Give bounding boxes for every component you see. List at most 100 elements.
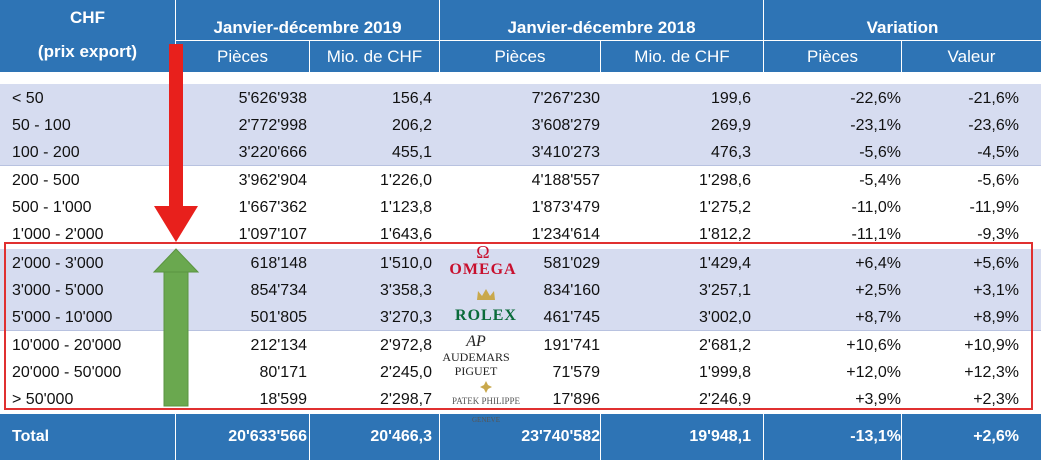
arrow-head — [152, 248, 200, 273]
row-range: 50 - 100 — [12, 117, 71, 134]
row-var-pieces: -5,4% — [859, 172, 901, 189]
row-range: 2'000 - 3'000 — [12, 255, 104, 272]
header-2019: Janvier-décembre 2019 — [213, 18, 402, 37]
row-mio-2018: 3'002,0 — [699, 309, 751, 326]
row-mio-2019: 1'123,8 — [380, 199, 432, 216]
row-var-valeur: -9,3% — [977, 226, 1019, 243]
row-var-pieces: +8,7% — [855, 309, 901, 326]
table-row: 1'000 - 2'000 1'097'107 1'643,6 1'234'614 1'… — [0, 221, 1041, 249]
pp-wordmark: PATEK PHILIPPE — [452, 396, 520, 406]
row-pieces-2019: 2'772'998 — [238, 117, 307, 134]
total-divider — [175, 414, 176, 460]
row-var-pieces: -22,6% — [850, 90, 901, 107]
row-pieces-2019: 5'626'938 — [238, 90, 307, 107]
row-range: 20'000 - 50'000 — [12, 364, 122, 381]
row-pieces-2019: 3'962'904 — [238, 172, 307, 189]
row-mio-2019: 156,4 — [391, 90, 432, 107]
header-variation: Variation — [866, 18, 939, 37]
row-pieces-2019: 3'220'666 — [238, 144, 307, 161]
rolex-wordmark: ROLEX — [455, 307, 517, 324]
table-row: 5'000 - 10'000 501'805 3'270,3 461'745 3'002… — [0, 304, 1041, 332]
row-range: < 50 — [12, 90, 44, 107]
row-pieces-2019: 1'667'362 — [238, 199, 307, 216]
table-row: < 50 5'626'938 156,4 7'267'230 199,6 -22,6% -2… — [0, 85, 1041, 113]
header-pieces-2018: Pièces — [494, 47, 546, 66]
row-mio-2018: 2'681,2 — [699, 337, 751, 354]
row-var-pieces: +6,4% — [855, 255, 901, 272]
row-var-valeur: +10,9% — [964, 337, 1019, 354]
header-pieces-2019: Pièces — [216, 47, 269, 66]
omega-symbol-icon: Ω — [476, 242, 490, 262]
header-var-valeur: Valeur — [947, 47, 996, 66]
table-row: 2'000 - 3'000 618'148 1'510,0 581'029 1'429,… — [0, 250, 1041, 278]
row-var-valeur: +12,3% — [964, 364, 1019, 381]
table-row: 500 - 1'000 1'667'362 1'123,8 1'873'479 1'27… — [0, 194, 1041, 222]
row-mio-2019: 455,1 — [391, 144, 432, 161]
green-up-arrow-icon — [152, 248, 200, 407]
ap-monogram: AP — [466, 333, 486, 350]
row-var-valeur: -11,9% — [969, 199, 1019, 216]
total-pieces-2018: 23'740'582 — [521, 428, 600, 445]
table-row: 3'000 - 5'000 854'734 3'358,3 834'160 3'257,… — [0, 277, 1041, 305]
row-var-valeur: +5,6% — [973, 255, 1019, 272]
row-pieces-2019: 212'134 — [250, 337, 307, 354]
row-mio-2019: 1'643,6 — [380, 226, 432, 243]
table-row: 200 - 500 3'962'904 1'226,0 4'188'557 1'298,… — [0, 167, 1041, 195]
row-pieces-2019: 80'171 — [259, 364, 307, 381]
row-pieces-2018: 1'234'614 — [531, 226, 600, 243]
total-label: Total — [12, 428, 50, 445]
row-var-pieces: +10,6% — [846, 337, 901, 354]
omega-logo: Ω OMEGA — [444, 243, 522, 279]
header-divider — [175, 0, 176, 72]
total-divider — [901, 414, 902, 460]
total-var-pieces: -13,1% — [850, 428, 901, 445]
row-mio-2018: 199,6 — [710, 90, 751, 107]
calatrava-cross-icon — [480, 381, 492, 393]
red-down-arrow-icon — [154, 44, 198, 242]
row-mio-2018: 1'999,8 — [699, 364, 751, 381]
row-pieces-2018: 17'896 — [552, 391, 600, 408]
row-mio-2018: 3'257,1 — [699, 282, 751, 299]
luxury-highlight-box — [4, 242, 1033, 410]
row-range: 10'000 - 20'000 — [12, 337, 122, 354]
row-pieces-2019: 854'734 — [250, 282, 307, 299]
row-range: 100 - 200 — [12, 144, 80, 161]
table-row: 10'000 - 20'000 212'134 2'972,8 191'741 2'68… — [0, 332, 1041, 360]
row-divider — [0, 330, 1041, 331]
row-var-pieces: -23,1% — [850, 117, 901, 134]
total-var-valeur: +2,6% — [973, 428, 1019, 445]
rolex-crown-icon — [477, 289, 495, 300]
row-pieces-2019: 618'148 — [250, 255, 307, 272]
total-divider — [439, 414, 440, 460]
row-divider — [0, 165, 1041, 166]
table-row: 50 - 100 2'772'998 206,2 3'608'279 269,9 -23,… — [0, 112, 1041, 140]
row-pieces-2018: 834'160 — [543, 282, 600, 299]
header-chf: CHF — [70, 8, 105, 27]
header-var-pieces: Pièces — [806, 47, 859, 66]
table-row: 100 - 200 3'220'666 455,1 3'410'273 476,3 -5,… — [0, 139, 1041, 167]
row-mio-2018: 1'812,2 — [699, 226, 751, 243]
row-pieces-2018: 461'745 — [543, 309, 600, 326]
header-mio-2018: Mio. de CHF — [634, 47, 730, 66]
arrow-head — [154, 206, 198, 242]
total-divider — [309, 414, 310, 460]
row-var-pieces: -11,1% — [851, 226, 901, 243]
row-mio-2019: 2'972,8 — [380, 337, 432, 354]
table-row: > 50'000 18'599 2'298,7 17'896 2'246,9 +3,9% +… — [0, 386, 1041, 414]
row-var-pieces: +12,0% — [846, 364, 901, 381]
arrow-shaft — [163, 271, 189, 407]
row-mio-2018: 2'246,9 — [699, 391, 751, 408]
row-mio-2019: 2'245,0 — [380, 364, 432, 381]
row-mio-2018: 476,3 — [710, 144, 751, 161]
row-mio-2019: 1'226,0 — [380, 172, 432, 189]
row-var-pieces: +3,9% — [855, 391, 901, 408]
row-pieces-2019: 18'599 — [259, 391, 307, 408]
row-range: 5'000 - 10'000 — [12, 309, 113, 326]
row-pieces-2019: 1'097'107 — [238, 226, 307, 243]
row-mio-2018: 269,9 — [710, 117, 751, 134]
rolex-logo: ROLEX — [440, 288, 532, 325]
header-mio-2019: Mio. de CHF — [326, 47, 423, 66]
row-mio-2018: 1'275,2 — [699, 199, 751, 216]
row-var-valeur: +2,3% — [973, 391, 1019, 408]
row-var-pieces: -5,6% — [859, 144, 901, 161]
